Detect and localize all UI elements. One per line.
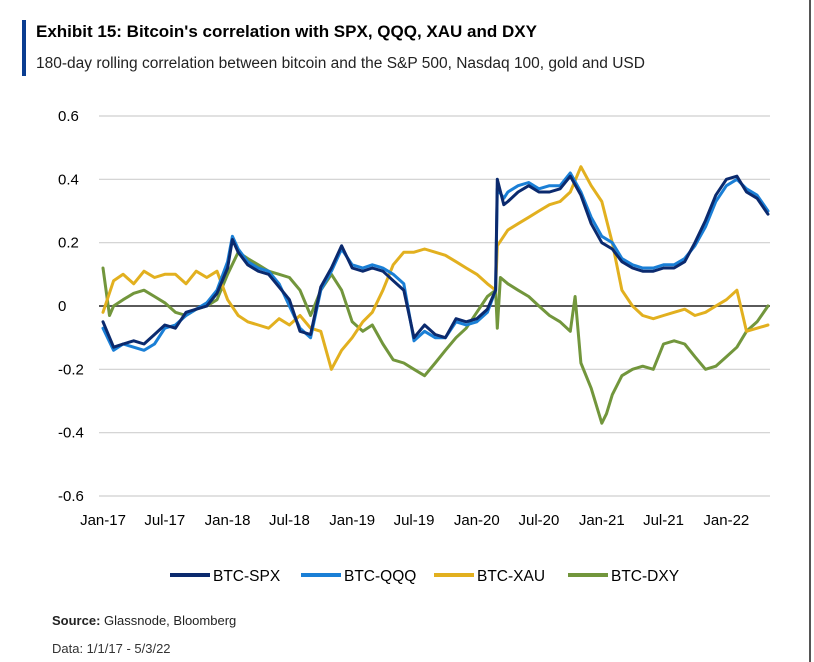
y-tick-label: 0	[58, 298, 66, 315]
x-tick-label: Jul-21	[643, 512, 684, 529]
x-tick-label: Jan-20	[454, 512, 500, 529]
legend-label-btc-spx: BTC-SPX	[213, 568, 281, 585]
legend: BTC-SPX BTC-QQQ BTC-XAU BTC-DXY	[170, 568, 679, 585]
accent-bar	[22, 20, 26, 76]
y-tick-label: 0.2	[58, 235, 79, 252]
legend-label-btc-qqq: BTC-QQQ	[344, 568, 416, 585]
frame-edge	[809, 0, 811, 662]
chart-subtitle: 180-day rolling correlation between bitc…	[36, 55, 645, 72]
y-tick-label: 0.6	[58, 108, 79, 125]
series-lines	[101, 165, 770, 425]
gridlines	[99, 115, 770, 497]
x-tick-label: Jan-21	[579, 512, 625, 529]
source-note: Source: Glassnode, Bloomberg	[52, 613, 236, 628]
series-line-btc-xau	[101, 165, 770, 371]
x-axis-ticks: Jan-17 Jul-17 Jan-18 Jul-18 Jan-19 Jul-19 Jan-…	[80, 512, 749, 529]
y-tick-label: 0.4	[58, 171, 79, 188]
y-tick-label: -0.2	[58, 361, 84, 378]
x-tick-label: Jan-22	[703, 512, 749, 529]
y-tick-label: -0.6	[58, 488, 84, 505]
x-tick-label: Jul-19	[394, 512, 435, 529]
x-tick-label: Jul-17	[144, 512, 185, 529]
x-tick-label: Jul-20	[519, 512, 560, 529]
data-range-note: Data: 1/1/17 - 5/3/22	[52, 641, 171, 656]
y-tick-label: -0.4	[58, 425, 84, 442]
chart-title: Exhibit 15: Bitcoin's correlation with S…	[36, 22, 537, 41]
series-line-btc-dxy	[101, 250, 770, 425]
series-line-btc-spx	[101, 174, 770, 349]
x-tick-label: Jan-18	[205, 512, 251, 529]
y-axis-ticks: 0.6 0.4 0.2 0 -0.2 -0.4 -0.6	[58, 108, 84, 505]
legend-label-btc-xau: BTC-XAU	[477, 568, 545, 585]
x-tick-label: Jan-17	[80, 512, 126, 529]
series-line-btc-qqq	[101, 171, 770, 352]
source-label: Source:	[52, 613, 101, 628]
source-text: Glassnode, Bloomberg	[100, 613, 237, 628]
legend-label-btc-dxy: BTC-DXY	[611, 568, 679, 585]
x-tick-label: Jul-18	[269, 512, 310, 529]
x-tick-label: Jan-19	[329, 512, 375, 529]
